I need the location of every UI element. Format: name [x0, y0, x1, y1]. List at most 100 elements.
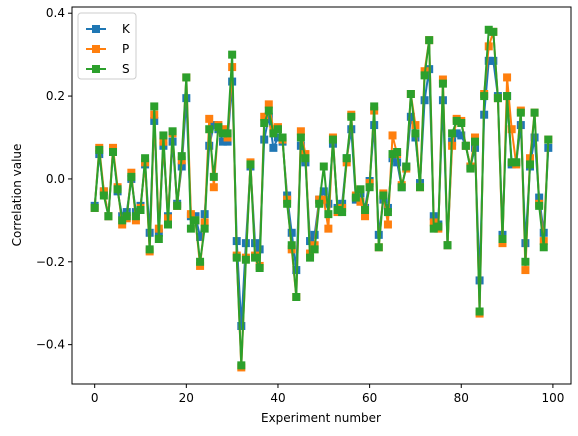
- y-tick-label: 0.4: [46, 6, 65, 20]
- data-point: [310, 230, 319, 239]
- x-tick-label: 20: [179, 391, 194, 405]
- legend-label: K: [122, 22, 131, 36]
- data-point: [223, 133, 232, 142]
- data-point: [163, 220, 172, 229]
- data-point: [521, 266, 530, 275]
- data-point: [374, 243, 383, 252]
- data-point: [127, 172, 136, 181]
- data-point: [278, 133, 287, 142]
- data-point: [438, 75, 447, 84]
- series-layer: [90, 25, 553, 372]
- plot-frame: [71, 6, 572, 385]
- data-point: [150, 102, 159, 111]
- data-point: [306, 253, 315, 262]
- legend-marker: [92, 45, 100, 53]
- data-point: [177, 152, 186, 161]
- data-point: [512, 158, 521, 167]
- data-point: [498, 239, 507, 248]
- data-point: [420, 71, 429, 80]
- data-point: [539, 243, 548, 252]
- data-point: [535, 201, 544, 210]
- data-point: [209, 172, 218, 181]
- data-point: [388, 150, 397, 159]
- data-point: [484, 25, 493, 34]
- data-point: [209, 121, 218, 130]
- data-point: [516, 108, 525, 117]
- x-axis: 0 20 40 60 80 100: [91, 384, 564, 405]
- data-point: [507, 158, 516, 167]
- data-point: [393, 148, 402, 156]
- legend-entry: P: [86, 42, 129, 56]
- data-point: [356, 185, 365, 194]
- data-point: [159, 131, 168, 140]
- data-point: [186, 224, 195, 233]
- data-point: [182, 73, 191, 82]
- data-point: [443, 241, 452, 250]
- data-point: [209, 183, 218, 192]
- legend-label: P: [122, 42, 129, 56]
- data-point: [264, 112, 273, 121]
- data-point: [273, 125, 282, 134]
- data-point: [301, 154, 310, 163]
- data-point: [127, 168, 136, 177]
- data-point: [471, 133, 480, 142]
- data-point: [507, 125, 516, 134]
- data-point: [503, 73, 512, 82]
- x-tick-label: 80: [454, 391, 469, 405]
- data-point: [347, 112, 356, 121]
- data-point: [461, 141, 470, 150]
- data-point: [319, 162, 328, 171]
- data-point: [319, 195, 328, 204]
- data-point: [205, 114, 214, 123]
- data-point: [448, 129, 457, 138]
- data-point: [287, 228, 296, 237]
- data-point: [525, 160, 534, 169]
- data-point: [379, 191, 388, 200]
- data-point: [489, 56, 498, 65]
- data-point: [425, 36, 434, 45]
- data-point: [260, 119, 269, 127]
- data-point: [173, 201, 182, 210]
- data-point: [99, 191, 108, 200]
- data-point: [237, 322, 246, 330]
- data-point: [205, 125, 214, 134]
- data-point: [406, 112, 415, 121]
- data-point: [361, 206, 370, 214]
- data-point: [214, 123, 223, 132]
- data-point: [118, 220, 127, 229]
- data-point: [356, 197, 365, 206]
- data-point: [480, 92, 489, 101]
- data-point: [333, 206, 342, 214]
- data-point: [484, 56, 493, 65]
- data-point: [416, 183, 425, 192]
- data-point: [269, 129, 278, 138]
- data-point: [191, 212, 200, 221]
- data-point: [292, 293, 301, 301]
- data-point: [393, 158, 402, 167]
- data-point: [255, 264, 264, 272]
- legend-entry: K: [86, 22, 131, 36]
- data-point: [383, 220, 392, 229]
- data-point: [315, 199, 324, 208]
- data-point: [196, 257, 205, 266]
- data-point: [232, 253, 241, 262]
- legend-entry: S: [86, 62, 130, 76]
- data-point: [109, 143, 118, 152]
- data-point: [365, 183, 374, 192]
- data-point: [530, 108, 539, 117]
- x-tick-label: 40: [270, 391, 285, 405]
- data-point: [406, 90, 415, 98]
- data-point: [338, 208, 347, 217]
- y-tick-label: −0.4: [36, 338, 65, 352]
- y-axis-label: Correlation value: [10, 144, 24, 247]
- data-point: [264, 106, 273, 115]
- data-point: [466, 164, 475, 173]
- legend: KPS: [77, 12, 137, 80]
- data-point: [319, 187, 328, 196]
- data-point: [452, 116, 461, 125]
- data-point: [503, 92, 512, 101]
- data-point: [90, 203, 99, 212]
- data-point: [411, 129, 420, 138]
- series-line: [93, 28, 550, 367]
